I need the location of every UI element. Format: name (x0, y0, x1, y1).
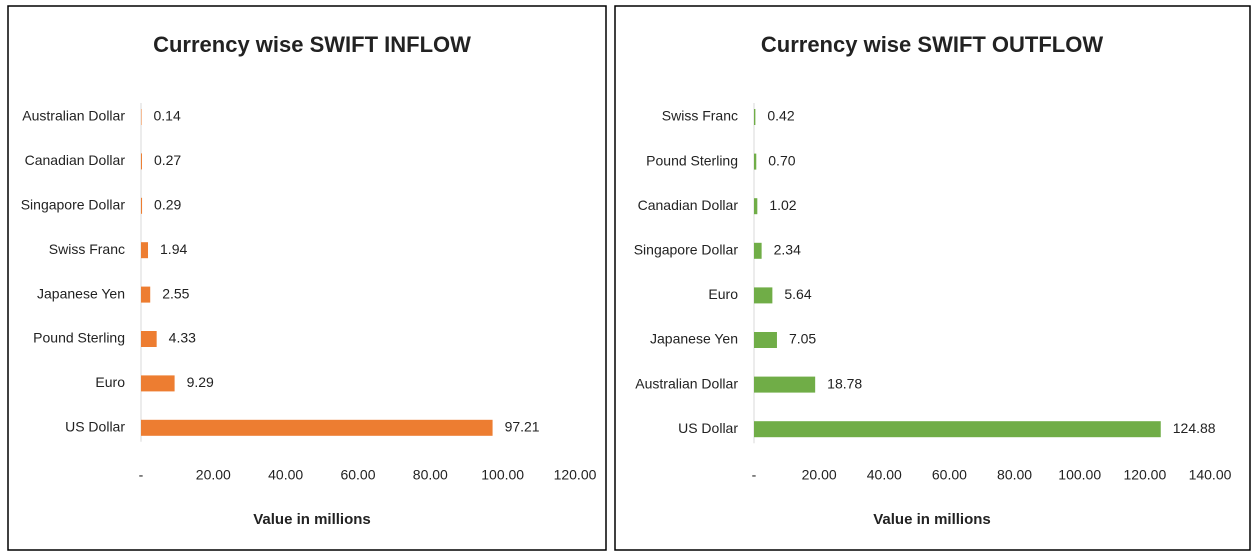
y-tick-label: US Dollar (65, 419, 125, 435)
bar (141, 419, 493, 436)
y-tick-label: Japanese Yen (37, 285, 125, 301)
x-tick-label: 60.00 (932, 467, 967, 483)
bar (754, 287, 773, 304)
data-label: 2.55 (162, 285, 189, 301)
x-tick-label: - (752, 467, 757, 483)
bar (141, 286, 151, 303)
panel-border (614, 5, 1251, 551)
bar (141, 242, 149, 259)
data-label: 0.29 (154, 197, 181, 213)
bar (754, 242, 762, 259)
x-tick-label: 20.00 (196, 467, 231, 483)
y-tick-label: Euro (95, 374, 125, 390)
data-label: 1.02 (769, 197, 796, 213)
bar (754, 421, 1161, 438)
data-label: 124.88 (1173, 420, 1216, 436)
data-label: 0.70 (768, 152, 795, 168)
y-tick-label: Canadian Dollar (25, 152, 126, 168)
data-label: 97.21 (505, 419, 540, 435)
y-tick-label: Australian Dollar (22, 108, 125, 124)
bar (754, 332, 777, 348)
data-label: 0.27 (154, 152, 181, 168)
data-label: 18.78 (827, 375, 862, 391)
y-tick-label: Swiss Franc (49, 241, 125, 257)
bar (754, 109, 756, 125)
data-label: 9.29 (187, 374, 214, 390)
y-tick-label: Pound Sterling (646, 152, 738, 168)
data-label: 5.64 (784, 286, 811, 302)
bar (141, 197, 143, 214)
bar (754, 153, 757, 170)
y-tick-label: Australian Dollar (635, 375, 738, 391)
x-tick-label: 20.00 (802, 467, 837, 483)
x-tick-label: 120.00 (1123, 467, 1166, 483)
bar (754, 376, 816, 393)
x-tick-label: 40.00 (268, 467, 303, 483)
x-tick-label: 80.00 (413, 467, 448, 483)
data-label: 0.14 (154, 108, 181, 124)
y-tick-label: Pound Sterling (33, 330, 125, 346)
y-tick-label: Singapore Dollar (21, 197, 126, 213)
y-tick-label: Euro (708, 286, 738, 302)
x-tick-label: 120.00 (554, 467, 597, 483)
bar (141, 331, 157, 347)
x-tick-label: 100.00 (1058, 467, 1101, 483)
x-axis-label: Value in millions (873, 511, 991, 528)
x-tick-label: 140.00 (1189, 467, 1232, 483)
panel-border (7, 5, 607, 551)
x-tick-label: - (139, 467, 144, 483)
y-tick-label: Singapore Dollar (634, 242, 739, 258)
x-tick-label: 80.00 (997, 467, 1032, 483)
chart-title: Currency wise SWIFT OUTFLOW (761, 32, 1103, 57)
x-tick-label: 40.00 (867, 467, 902, 483)
data-label: 2.34 (774, 242, 801, 258)
bar (141, 109, 142, 125)
bar (141, 153, 142, 170)
x-axis-label: Value in millions (253, 511, 371, 528)
data-label: 7.05 (789, 331, 816, 347)
x-tick-label: 60.00 (340, 467, 375, 483)
bar (754, 198, 758, 215)
y-tick-label: Japanese Yen (650, 331, 738, 347)
x-tick-label: 100.00 (481, 467, 524, 483)
y-tick-label: Canadian Dollar (638, 197, 739, 213)
y-tick-label: Swiss Franc (662, 108, 738, 124)
data-label: 0.42 (767, 108, 794, 124)
data-label: 4.33 (169, 330, 196, 346)
y-tick-label: US Dollar (678, 420, 738, 436)
data-label: 1.94 (160, 241, 187, 257)
bar (141, 375, 175, 392)
chart-title: Currency wise SWIFT INFLOW (153, 32, 471, 57)
